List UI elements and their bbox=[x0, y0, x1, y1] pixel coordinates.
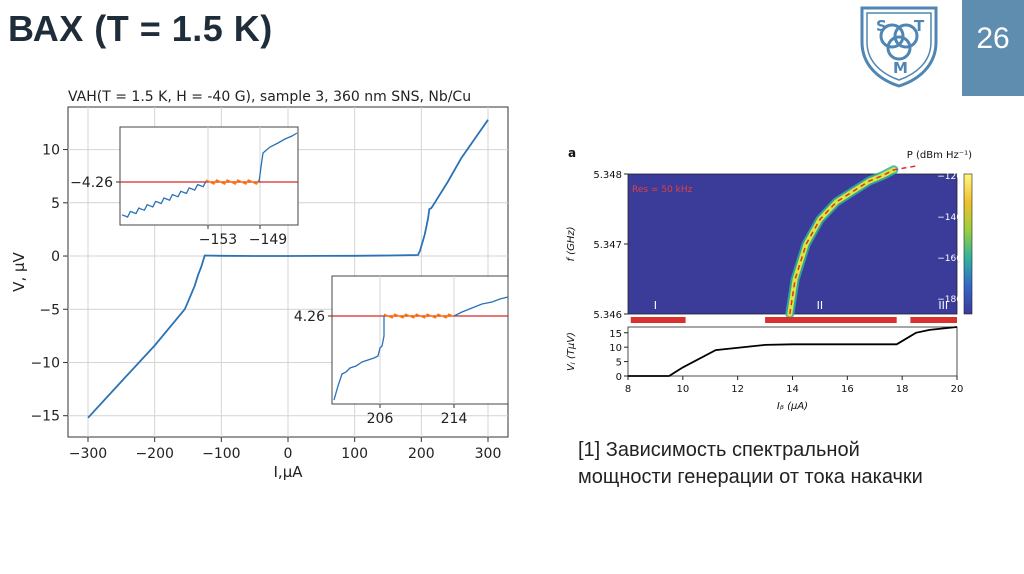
x-axis-label: Iᵦ (μA) bbox=[777, 401, 808, 412]
region-bar bbox=[910, 317, 957, 323]
x-tick-label: 16 bbox=[841, 384, 854, 395]
logo-letter-m: M bbox=[893, 59, 908, 77]
logo-knot-icon bbox=[879, 23, 919, 61]
y-tick-label: −15 bbox=[30, 409, 60, 425]
colorbar bbox=[963, 173, 973, 315]
inset-frame bbox=[331, 275, 509, 405]
y-tick-label: 5 bbox=[616, 358, 622, 369]
y-tick-label: −5 bbox=[39, 302, 60, 318]
y-axis-label: f (GHz) bbox=[566, 226, 577, 261]
x-tick-label: −200 bbox=[135, 446, 173, 462]
x-axis-label: I,μA bbox=[274, 463, 304, 480]
inset-frame bbox=[119, 126, 299, 226]
y-tick-label: 5.348 bbox=[593, 170, 622, 181]
chart-title: VAH(T = 1.5 K, H = -40 G), sample 3, 360… bbox=[68, 89, 471, 105]
y-tick-label: 15 bbox=[609, 329, 622, 340]
inset-curve bbox=[333, 316, 385, 401]
region-label: I bbox=[654, 299, 657, 312]
y-tick-label: 0 bbox=[616, 372, 622, 383]
colorbar-label: P (dBm Hz⁻¹) bbox=[907, 150, 972, 161]
x-tick-label: 0 bbox=[284, 446, 293, 462]
y-tick-label: 5 bbox=[51, 196, 60, 212]
x-tick-label: −300 bbox=[69, 446, 107, 462]
inset-curve bbox=[453, 296, 509, 317]
y-tick-label: 5.346 bbox=[593, 310, 622, 321]
vj-curve bbox=[628, 326, 958, 377]
x-tick-label: 12 bbox=[731, 384, 744, 395]
colorbar-tick-label: −120 bbox=[937, 172, 962, 182]
caption-line-1: [1] Зависимость спектральной bbox=[578, 439, 860, 461]
logo-letter-t: T bbox=[914, 17, 925, 35]
inset-ref-label: −4.26 bbox=[70, 175, 113, 191]
y-tick-label: −10 bbox=[30, 355, 60, 371]
colorbar-tick-label: −160 bbox=[937, 254, 962, 264]
x-tick-label: 100 bbox=[341, 446, 368, 462]
x-tick-label: 14 bbox=[786, 384, 799, 395]
x-tick-label: −100 bbox=[202, 446, 240, 462]
inset-curve bbox=[258, 132, 298, 183]
university-logo: S T M bbox=[860, 6, 938, 88]
caption-line-2: мощности генерации от тока накачки bbox=[578, 466, 923, 488]
logo-shield bbox=[860, 6, 938, 88]
page-number-badge: 26 bbox=[962, 0, 1024, 96]
inset-tick-label: 206 bbox=[367, 411, 394, 427]
y-axis-label: V, μV bbox=[10, 251, 28, 291]
x-tick-label: 10 bbox=[676, 384, 689, 395]
region-bar bbox=[765, 317, 897, 323]
panel-label: a bbox=[568, 146, 576, 160]
x-tick-label: 200 bbox=[408, 446, 435, 462]
y-axis-label: Vⱼ (TμV) bbox=[566, 332, 577, 371]
colorbar-tick-label: −140 bbox=[937, 213, 962, 223]
x-tick-label: 18 bbox=[896, 384, 909, 395]
page-number: 26 bbox=[976, 22, 1010, 55]
inset-noise bbox=[383, 313, 455, 319]
colorbar-tick-label: −180 bbox=[937, 295, 962, 305]
inset-ref-label: 4.26 bbox=[294, 309, 325, 325]
inset-tick-label: −149 bbox=[249, 232, 287, 248]
y-tick-label: 10 bbox=[42, 143, 60, 159]
figure-caption: [1] Зависимость спектральной мощности ге… bbox=[578, 437, 923, 491]
vj-plot-frame bbox=[627, 326, 958, 377]
x-tick-label: 20 bbox=[951, 384, 964, 395]
y-tick-label: 10 bbox=[609, 343, 622, 354]
region-label: II bbox=[817, 299, 824, 312]
inset-tick-label: −153 bbox=[199, 232, 237, 248]
x-tick-label: 8 bbox=[625, 384, 631, 395]
vah-curve bbox=[87, 119, 489, 419]
resolution-annotation: Res = 50 kHz bbox=[632, 185, 693, 195]
region-label: III bbox=[938, 299, 948, 312]
logo-letter-s: S bbox=[876, 17, 887, 35]
y-tick-label: 0 bbox=[51, 249, 60, 265]
inset-noise bbox=[205, 179, 260, 185]
y-tick-label: 5.347 bbox=[593, 240, 622, 251]
fit-curve bbox=[789, 164, 919, 315]
vah-chart: VAH(T = 1.5 K, H = -40 G), sample 3, 360… bbox=[10, 89, 509, 480]
slide-title: ВАХ (T = 1.5 K) bbox=[8, 8, 273, 49]
region-bar bbox=[630, 317, 686, 323]
inset-tick-label: 214 bbox=[441, 411, 468, 427]
x-tick-label: 300 bbox=[475, 446, 502, 462]
inset-curve bbox=[121, 180, 207, 218]
